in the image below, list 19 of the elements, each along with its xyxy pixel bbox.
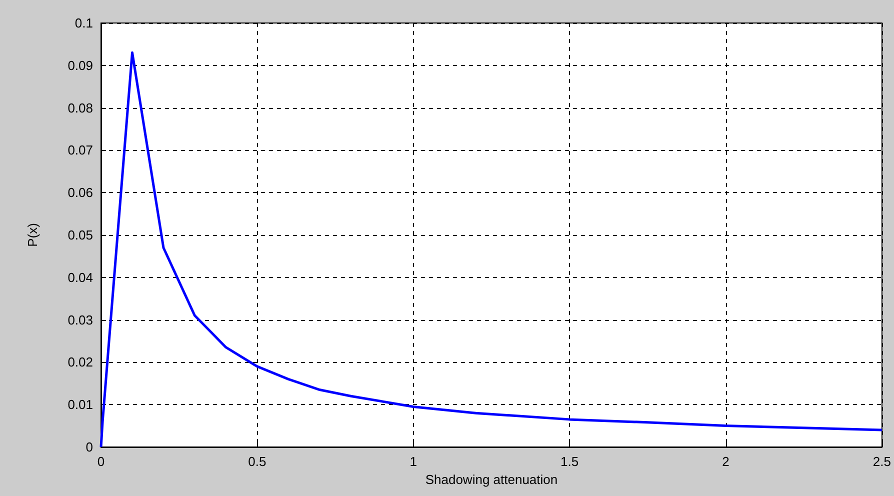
y-tick-label: 0.07 — [68, 142, 93, 158]
x-tick-label: 0 — [97, 454, 105, 469]
y-tick-label: 0.09 — [68, 58, 93, 73]
x-tick-label: 1.5 — [560, 454, 579, 469]
x-tick-label: 2.5 — [872, 454, 892, 469]
y-tick-label: 0.04 — [68, 270, 93, 285]
x-tick-label: 0.5 — [248, 454, 266, 469]
x-tick-label: 2 — [722, 454, 730, 469]
y-tick-label: 0.1 — [74, 16, 93, 30]
y-tick-label: 0.08 — [68, 100, 93, 116]
y-tick-label: 0.03 — [68, 312, 93, 328]
y-tick-label: 0.01 — [68, 397, 93, 412]
x-tick-label: 1 — [410, 454, 418, 469]
x-axis-title: Shadowing attenuation — [425, 472, 558, 487]
y-axis-title: P(x) — [25, 223, 40, 247]
y-tick-label: 0 — [86, 440, 93, 454]
y-tick-label: 0.02 — [68, 354, 93, 370]
y-tick-label: 0.05 — [68, 228, 93, 242]
y-tick-label: 0.06 — [68, 185, 93, 200]
